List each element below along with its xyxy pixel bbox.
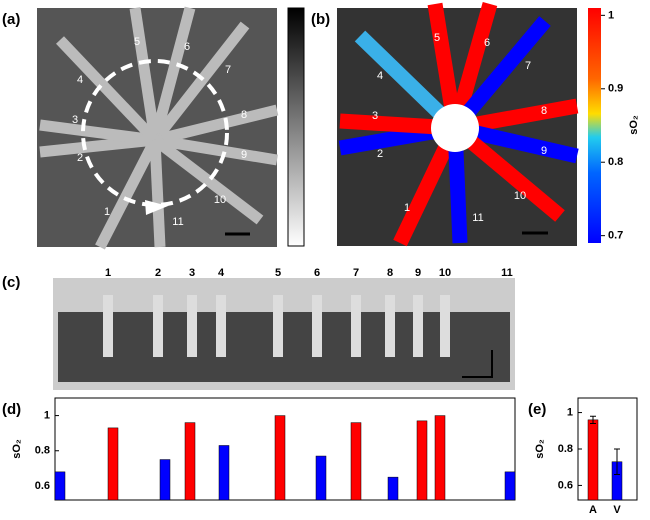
vessel-shadow [187, 295, 197, 357]
vessel-shadow [103, 295, 113, 357]
vessel-shadow [216, 295, 226, 357]
vessel-label: 9 [241, 149, 247, 161]
vessel-label: 4 [218, 267, 225, 279]
bar [388, 477, 398, 500]
vessel-label: 4 [77, 74, 83, 86]
y-axis-label: sO₂ [11, 439, 23, 459]
panel-label: (d) [2, 401, 21, 418]
vessel-label: 1 [404, 202, 410, 214]
vessel-label: 5 [434, 32, 440, 44]
vessel-label: 1 [104, 206, 110, 218]
colorbar-gray [288, 8, 304, 246]
y-tick-label: 1 [567, 406, 573, 418]
colorbar-tick-label: 0.9 [608, 83, 623, 95]
vessel-label: 8 [541, 105, 547, 117]
colorbar-tick-label: 0.7 [608, 230, 623, 242]
vessel-label: 4 [377, 70, 383, 82]
vessel-label: 11 [472, 212, 483, 224]
vessel-label: 2 [377, 148, 383, 160]
axes-frame [578, 398, 637, 500]
y-tick-label: 0.6 [35, 480, 50, 492]
bar [108, 428, 118, 500]
vessel-label: 11 [172, 216, 183, 228]
vessel-label: 1 [105, 267, 111, 279]
y-axis-label: sO₂ [534, 439, 546, 459]
colorbar-tick-label: 0.8 [608, 156, 623, 168]
bar [417, 421, 427, 500]
optic-disc [431, 104, 479, 152]
panel-label: (c) [2, 274, 20, 291]
vessel-label: 2 [77, 152, 83, 164]
vessel-label: 9 [415, 267, 421, 279]
vessel-label: 3 [372, 110, 378, 122]
colorbar-label: sO₂ [628, 115, 640, 135]
vessel-shadow [351, 295, 361, 357]
bar [185, 423, 195, 500]
bar [160, 460, 170, 500]
bar [275, 416, 285, 500]
bar [505, 472, 515, 500]
colorbar-tick-label: 1 [608, 9, 614, 21]
y-tick-label: 0.6 [558, 479, 573, 491]
panel-label: (b) [311, 11, 330, 28]
figure: sO₂ (a) (b) (c) (d) (e) 1122334455667788… [0, 0, 650, 515]
panel-label: (a) [2, 11, 20, 28]
y-tick-label: 0.8 [558, 443, 573, 455]
x-tick-label: V [613, 504, 621, 515]
vessel-label: 2 [155, 267, 161, 279]
vessel-shadow [385, 295, 395, 357]
vessel-label: 5 [134, 36, 140, 48]
vessel-label: 7 [525, 60, 531, 72]
vessel-label: 10 [439, 267, 451, 279]
bar [435, 416, 445, 500]
vessel-shadow [273, 295, 283, 357]
vessel-label: 3 [189, 267, 195, 279]
vessel-label: 10 [514, 190, 526, 202]
vessel-label: 6 [184, 41, 190, 53]
bar [55, 472, 65, 500]
vessel-label: 9 [541, 145, 547, 157]
bar [351, 423, 361, 500]
x-tick-label: A [589, 504, 597, 515]
bar [588, 420, 598, 500]
vessel-label: 8 [387, 267, 393, 279]
vessel-label: 8 [241, 109, 247, 121]
vessel-shadow [413, 295, 423, 357]
vessel-label: 3 [72, 114, 78, 126]
vessel-label: 5 [275, 267, 281, 279]
vessel-label: 7 [353, 267, 359, 279]
y-tick-label: 0.8 [35, 445, 50, 457]
vessel [155, 140, 160, 247]
colorbar-so2 [588, 8, 601, 243]
y-tick-label: 1 [44, 409, 50, 421]
vessel-shadow [312, 295, 322, 357]
panel-label: (e) [528, 401, 546, 418]
vessel-label: 11 [501, 267, 513, 279]
vessel-shadow [153, 295, 163, 357]
vessel-label: 10 [214, 194, 226, 206]
vessel-label: 7 [225, 64, 231, 76]
vessel-label: 6 [484, 37, 490, 49]
bar [219, 445, 229, 500]
vessel-label: 6 [314, 267, 320, 279]
bar [316, 456, 326, 500]
vessel-shadow [440, 295, 450, 357]
